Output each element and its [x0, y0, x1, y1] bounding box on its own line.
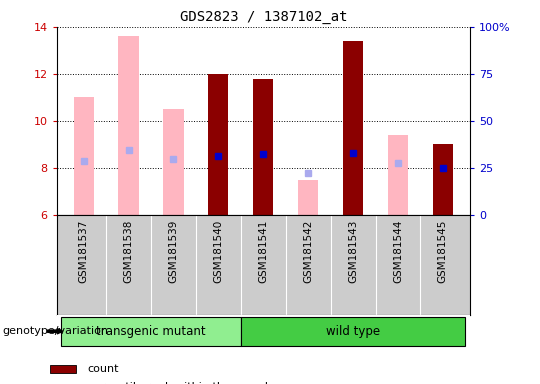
Bar [61, 316, 241, 346]
Text: GSM181540: GSM181540 [213, 220, 224, 283]
Text: wild type: wild type [326, 325, 380, 338]
Text: GSM181541: GSM181541 [258, 220, 268, 283]
Bar [298, 180, 318, 215]
Text: genotype/variation: genotype/variation [3, 326, 109, 336]
Bar [343, 41, 363, 215]
Text: count: count [87, 364, 119, 374]
Bar [253, 79, 273, 215]
Bar [241, 316, 465, 346]
Bar [433, 144, 453, 215]
Text: GSM181544: GSM181544 [393, 220, 403, 283]
Bar [51, 365, 76, 373]
Bar [73, 98, 94, 215]
Bar [208, 74, 228, 215]
Text: GSM181543: GSM181543 [348, 220, 358, 283]
Text: GSM181538: GSM181538 [124, 220, 133, 283]
Bar [163, 109, 184, 215]
Text: GSM181542: GSM181542 [303, 220, 313, 283]
Bar [388, 135, 408, 215]
Text: percentile rank within the sample: percentile rank within the sample [87, 382, 275, 384]
Text: GSM181537: GSM181537 [79, 220, 89, 283]
Title: GDS2823 / 1387102_at: GDS2823 / 1387102_at [179, 10, 347, 25]
Text: transgenic mutant: transgenic mutant [96, 325, 206, 338]
Text: GSM181539: GSM181539 [168, 220, 178, 283]
Bar [118, 36, 139, 215]
Text: GSM181545: GSM181545 [438, 220, 448, 283]
